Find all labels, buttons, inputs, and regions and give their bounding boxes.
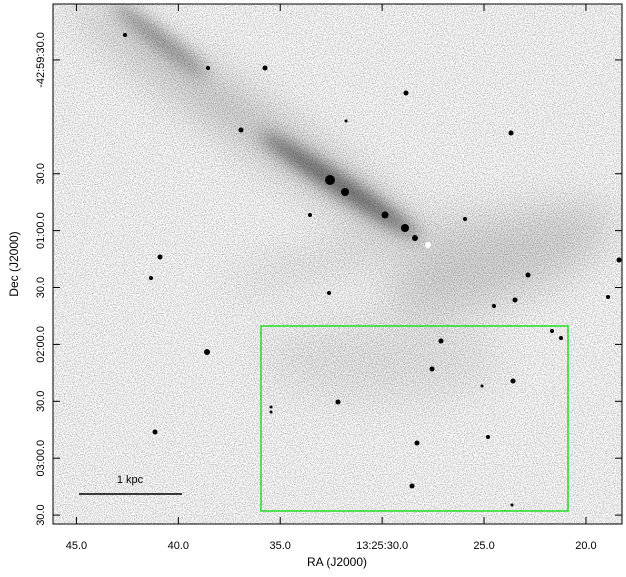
y-tick-label: 01:00.0 <box>35 212 47 249</box>
y-axis-label: Dec (J2000) <box>7 231 21 296</box>
x-tick-label: 13:25:30.0 <box>356 540 408 552</box>
x-tick-label: 20.0 <box>575 540 596 552</box>
x-tick-label: 40.0 <box>168 540 189 552</box>
y-tick-label: 30.0 <box>35 163 47 184</box>
y-tick-label: 03:00.0 <box>35 440 47 477</box>
plot-frame <box>52 3 623 525</box>
y-tick-label: 30.0 <box>35 504 47 525</box>
sky-image: 1 kpc <box>53 4 622 524</box>
x-tick-label: 25.0 <box>473 540 494 552</box>
scale-bar-label: 1 kpc <box>117 474 144 486</box>
y-tick-label: 30.0 <box>35 391 47 412</box>
x-tick-label: 45.0 <box>66 540 87 552</box>
y-tick-label: 02:00.0 <box>35 326 47 363</box>
stars <box>123 33 622 507</box>
y-tick-label: -42:59:30.0 <box>35 32 47 88</box>
bright-star <box>425 242 431 248</box>
x-axis-label: RA (J2000) <box>307 555 367 569</box>
highlight-box <box>260 325 569 512</box>
y-tick-label: 30.0 <box>35 277 47 298</box>
x-tick-label: 35.0 <box>270 540 291 552</box>
